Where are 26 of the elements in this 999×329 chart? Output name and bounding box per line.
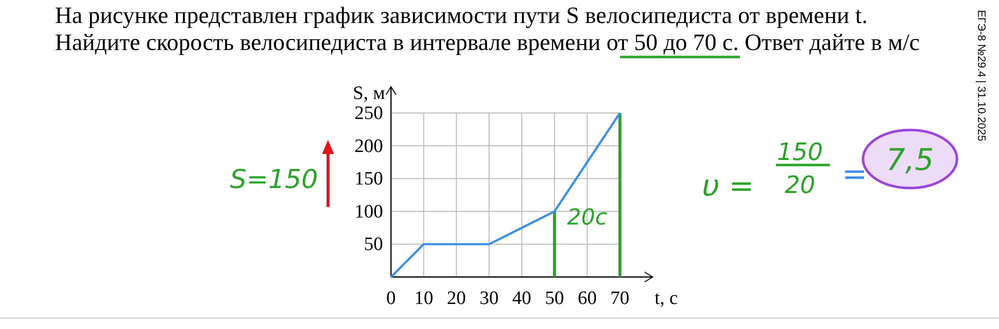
text: =: [842, 157, 868, 192]
text: 20: [784, 171, 816, 199]
annotation: 20с: [567, 206, 608, 231]
y-tick-label: 100: [354, 201, 383, 222]
chart-title: На рисунке представлен график зависимости пути S велосипедиста от времени t.: [55, 3, 868, 29]
y-axis-title: S, м: [352, 82, 385, 104]
x-tick-label: 70: [610, 288, 630, 309]
x-tick-label: 60: [578, 288, 597, 309]
y-tick-label: 200: [354, 136, 383, 157]
chart-subtitle: Найдите скорость велосипедиста в интервале времени от 50 до 70 с. Ответ дайте в м/с: [55, 30, 920, 56]
x-tick-label: 30: [480, 288, 499, 309]
text: ЕГЭ-8 №29.4 | 31.10.2025: [975, 10, 987, 142]
x-tick-label: 40: [512, 288, 532, 309]
text: S=150: [230, 165, 318, 195]
line-series: [390, 112, 621, 278]
y-tick-label: 250: [354, 103, 383, 124]
x-tick-label: 0: [386, 288, 396, 309]
y-tick-label: 50: [364, 234, 383, 256]
text: 150: [777, 138, 823, 166]
x-tick-label: 20: [446, 288, 466, 309]
x-axis-title: t, с: [654, 288, 678, 309]
text: 7,5: [886, 143, 934, 178]
x-tick-label: 10: [414, 288, 434, 309]
x-tick-label: 50: [545, 288, 564, 309]
text: υ =: [702, 169, 754, 204]
y-tick-label: 150: [354, 168, 383, 190]
